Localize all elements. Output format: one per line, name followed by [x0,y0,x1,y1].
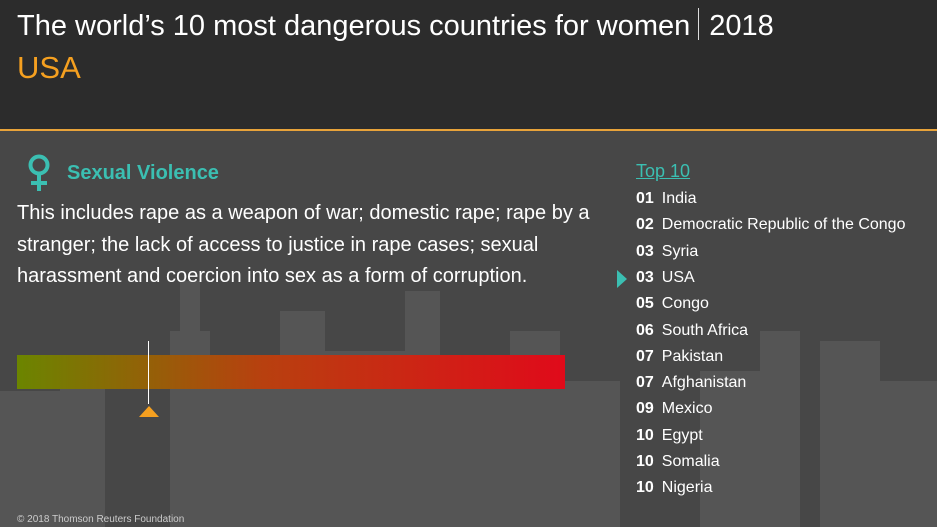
country-name: Syria [661,242,699,260]
list-item[interactable]: 10 Somalia [636,453,720,471]
rank: 03 [636,242,654,260]
rank: 06 [636,321,654,339]
header: The world’s 10 most dangerous countries … [0,0,937,131]
list-item[interactable]: 01 India [636,190,697,208]
list-item[interactable]: 02 Democratic Republic of the Congo [636,216,905,234]
country-name: Mexico [661,400,713,418]
country-name: Congo [661,295,709,313]
venus-icon [28,154,50,191]
skyline [0,281,937,527]
scale-pointer [139,406,159,417]
country-name: Afghanistan [661,374,747,392]
list-title[interactable]: Top 10 [636,161,691,181]
list-item[interactable]: 05 Congo [636,295,709,313]
list-item[interactable]: 09 Mexico [636,400,712,418]
country-name: USA [661,268,695,286]
list-item[interactable]: 03 USA [636,269,695,287]
rank: 01 [636,190,654,207]
list-item[interactable]: 10 Nigeria [636,479,712,497]
list-item[interactable]: 03 Syria [636,243,698,261]
country: USA [17,50,81,85]
country-name: South Africa [661,321,749,339]
rank: 02 [636,216,654,234]
country-name: Democratic Republic of the Congo [661,216,906,234]
country-name: Egypt [661,426,703,444]
rank: 05 [636,295,654,313]
scale-bar [17,355,565,389]
rank: 10 [636,453,654,470]
separator [698,8,700,40]
section-heading: Sexual Violence [67,162,219,184]
list-item[interactable]: 06 South Africa [636,322,748,340]
scale-marker [148,341,149,404]
country-name: Nigeria [661,479,713,497]
list-item[interactable]: 10 Egypt [636,427,703,445]
rank: 10 [636,426,654,444]
rank: 09 [636,400,654,418]
list-item[interactable]: 07 Afghanistan [636,374,746,392]
section-description: This includes rape as a weapon of war; d… [17,202,590,287]
country-name: India [661,190,697,207]
rank: 10 [636,479,654,497]
rank: 07 [636,374,654,392]
rank: 07 [636,347,654,365]
country-name: Pakistan [661,347,724,365]
rank: 03 [636,268,654,286]
list-item[interactable]: 07 Pakistan [636,348,723,366]
title-row: The world’s 10 most dangerous countries … [17,8,774,43]
year: 2018 [709,10,774,42]
country-name: Somalia [661,453,720,470]
footer: © 2018 Thomson Reuters Foundation [17,514,185,525]
title: The world’s 10 most dangerous countries … [17,10,691,42]
selected-indicator [617,269,627,288]
